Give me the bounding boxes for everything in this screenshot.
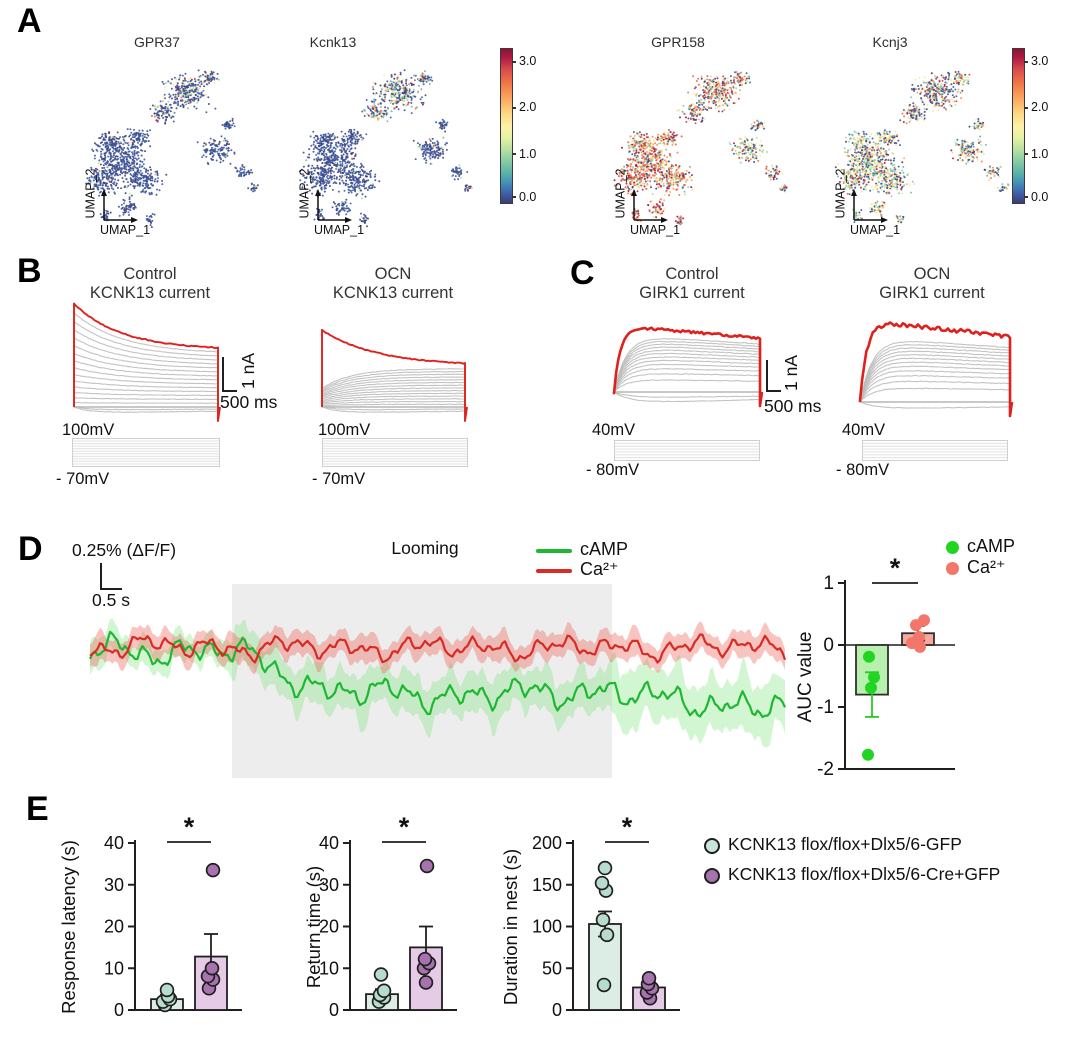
cre-gfp-legend-label: KCNK13 flox/flox+Dlx5/6-Cre+GFP	[728, 864, 1001, 884]
voltage-top-label: 40mV	[842, 421, 886, 439]
trace-title-line2: GIRK1 current	[879, 284, 985, 302]
auc-bar-chart: 10-1-2*	[817, 553, 955, 780]
scalebar-vertical-label: 1 nA	[237, 353, 258, 389]
camp-legend-label: cAMP	[580, 539, 629, 559]
auc-y-axis-label: AUC value	[795, 631, 816, 723]
return-time-y-label: Return time (s)	[303, 865, 324, 989]
looming-trace-plot	[88, 584, 787, 778]
colorbar-tickmark	[512, 107, 516, 109]
trace-title-line1: OCN	[913, 265, 951, 283]
voltage-top-label: 40mV	[592, 421, 636, 439]
scalebar-horizontal-label: 500 ms	[220, 392, 278, 412]
umap1-axis-label: UMAP_1	[314, 223, 365, 237]
trace-title-line1: OCN	[374, 265, 412, 283]
trace-title-line2: GIRK1 current	[639, 284, 745, 302]
time-scalebar-label: 0.5 s	[92, 590, 130, 610]
cre-gfp-legend-dot	[704, 868, 720, 884]
voltage-protocol	[862, 440, 1008, 461]
colorbar-tick: 3.0	[1031, 54, 1049, 68]
calcium-legend-line	[536, 569, 572, 573]
voltage-bottom-label: - 80mV	[836, 461, 890, 479]
calcium-legend-label: Ca²⁺	[580, 559, 619, 579]
umap1-axis-label: UMAP_1	[850, 223, 901, 237]
trace-title-line1: Control	[123, 265, 177, 283]
umap-plot-kcnj3	[834, 70, 1010, 224]
colorbar-tickmark	[512, 61, 516, 63]
df-scalebar-label: 0.25% (ΔF/F)	[72, 540, 177, 560]
umap-title-gpr37: GPR37	[134, 34, 180, 50]
umap2-axis-label: UMAP_2	[83, 168, 97, 219]
colorbar-tick: 0.0	[519, 190, 537, 204]
colorbar-tickmark	[512, 196, 516, 198]
trace-title: Control KCNK13 current	[50, 265, 250, 303]
colorbar-tick: 2.0	[1031, 100, 1049, 114]
umap-title-kcnk13: Kcnk13	[309, 34, 357, 50]
umap-title-gpr158: GPR158	[651, 34, 705, 50]
umap-plot-kcnk13	[298, 69, 473, 228]
voltage-bottom-label: - 70mV	[312, 470, 366, 488]
trace-title-line2: KCNK13 current	[332, 284, 454, 302]
camp-legend-dot	[946, 541, 959, 554]
colorbar-tick: 2.0	[519, 100, 537, 114]
gfp-legend-label: KCNK13 flox/flox+Dlx5/6-GFP	[728, 834, 962, 854]
voltage-bottom-label: - 80mV	[586, 461, 640, 479]
calcium-legend-dot	[946, 562, 959, 575]
umap1-axis-label: UMAP_1	[100, 223, 151, 237]
colorbar-tick: 3.0	[519, 54, 537, 68]
scalebar-mark	[222, 357, 237, 392]
voltage-bottom-label: - 70mV	[56, 470, 110, 488]
panel-d-label: D	[18, 530, 43, 568]
panel-b-label: B	[17, 252, 42, 290]
umap2-axis-label: UMAP_2	[297, 168, 311, 219]
looming-label: Looming	[391, 538, 459, 558]
colorbar-tick: 0.0	[1031, 190, 1049, 204]
voltage-protocol	[614, 440, 760, 461]
colorbar	[1012, 48, 1025, 204]
colorbar-tickmark	[1024, 153, 1028, 155]
colorbar-tickmark	[1024, 196, 1028, 198]
trace-plot-kcnk13-control	[73, 302, 221, 422]
colorbar	[500, 48, 513, 204]
colorbar-tickmark	[1024, 107, 1028, 109]
colorbar-tick: 1.0	[519, 147, 537, 161]
umap1-axis-label: UMAP_1	[630, 223, 681, 237]
scalebar-mark	[100, 563, 122, 590]
umap2-axis-label: UMAP_2	[833, 168, 847, 219]
camp-legend-line	[536, 549, 572, 553]
trace-title: OCN GIRK1 current	[832, 265, 1032, 303]
voltage-top-label: 100mV	[62, 421, 115, 439]
colorbar-tickmark	[1024, 61, 1028, 63]
panel-c-label: C	[570, 254, 595, 292]
panel-a-label: A	[17, 2, 42, 40]
colorbar-tick: 1.0	[1031, 147, 1049, 161]
gfp-legend-dot	[704, 838, 720, 854]
trace-plot-girk1-ocn	[858, 321, 1014, 418]
umap-plot-gpr158	[613, 71, 788, 226]
voltage-protocol	[322, 438, 468, 467]
trace-title-line2: KCNK13 current	[89, 284, 211, 302]
camp-legend-label: cAMP	[967, 536, 1016, 556]
trace-plot-girk1-control	[612, 326, 764, 408]
scalebar-horizontal-label: 500 ms	[764, 396, 822, 416]
scalebar-mark	[766, 360, 781, 392]
trace-title-line1: Control	[665, 265, 719, 283]
trace-title: OCN KCNK13 current	[293, 265, 493, 303]
duration-in-nest-y-label: Duration in nest (s)	[500, 848, 521, 1006]
colorbar-tickmark	[512, 153, 516, 155]
panel-e-label: E	[26, 790, 49, 828]
voltage-top-label: 100mV	[318, 421, 371, 439]
trace-plot-kcnk13-ocn	[321, 328, 468, 422]
umap-title-kcnj3: Kcnj3	[872, 34, 908, 50]
trace-title: Control GIRK1 current	[592, 265, 792, 303]
calcium-legend-label: Ca²⁺	[967, 557, 1006, 577]
umap2-axis-label: UMAP_2	[613, 168, 627, 219]
umap-plot-gpr37	[85, 69, 259, 229]
scalebar-vertical-label: 1 nA	[780, 355, 801, 391]
voltage-protocol	[72, 438, 220, 467]
response-latency-y-label: Response latency (s)	[58, 840, 79, 1014]
